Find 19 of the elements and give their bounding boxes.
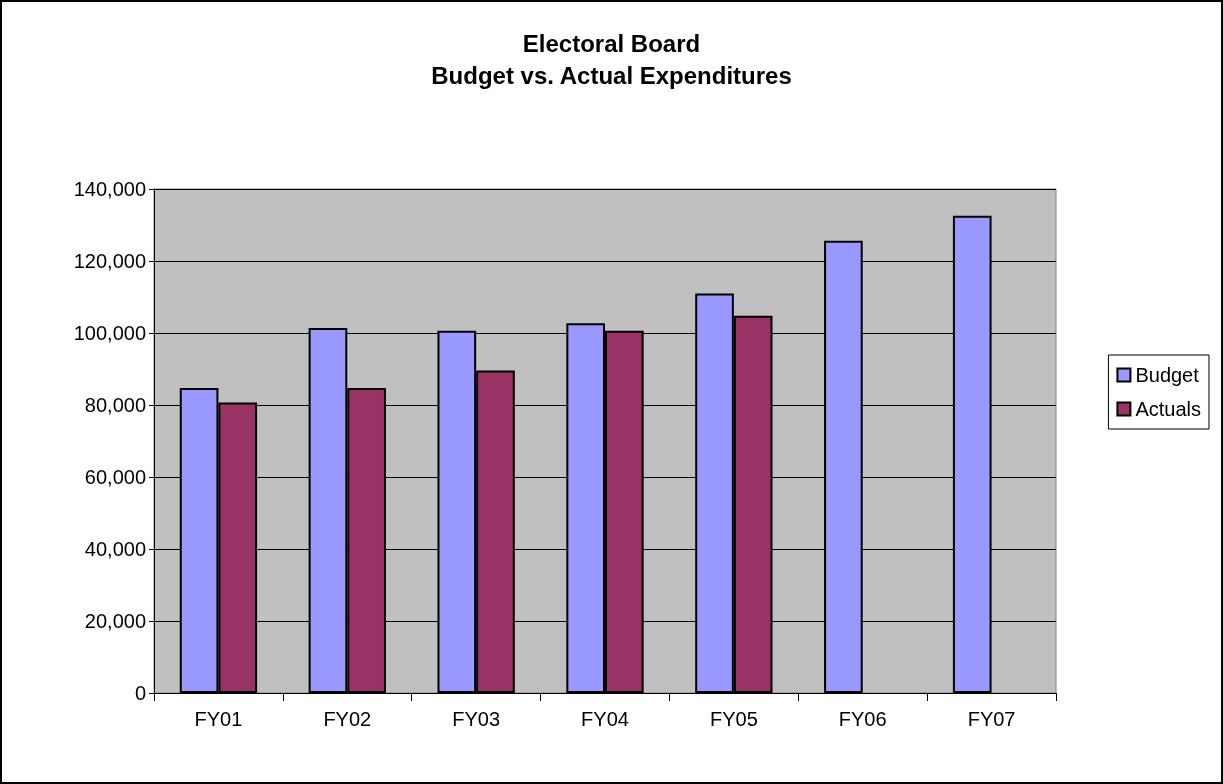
legend-label: Budget <box>1135 364 1200 386</box>
legend-label: Actuals <box>1135 398 1202 420</box>
y-tick-label: 0 <box>134 682 146 704</box>
y-tick-label: 80,000 <box>84 394 146 416</box>
y-tick-label: 120,000 <box>73 250 146 272</box>
x-tick-label: FY03 <box>452 708 501 730</box>
x-tick-label: FY02 <box>323 708 372 730</box>
y-tick-label: 140,000 <box>73 178 146 200</box>
chart-subtitle: Budget vs. Actual Expenditures <box>431 61 792 89</box>
y-tick-label: 60,000 <box>84 466 146 488</box>
x-tick-label: FY01 <box>194 708 243 730</box>
x-tick-label: FY06 <box>838 708 887 730</box>
x-tick-label: FY07 <box>967 708 1016 730</box>
x-tick-label: FY05 <box>709 708 758 730</box>
x-tick-label: FY04 <box>581 708 629 730</box>
chart-title: Electoral Board <box>522 29 701 57</box>
y-tick-label: 40,000 <box>84 538 146 560</box>
y-tick-label: 20,000 <box>84 610 146 632</box>
y-tick-label: 100,000 <box>73 322 146 344</box>
